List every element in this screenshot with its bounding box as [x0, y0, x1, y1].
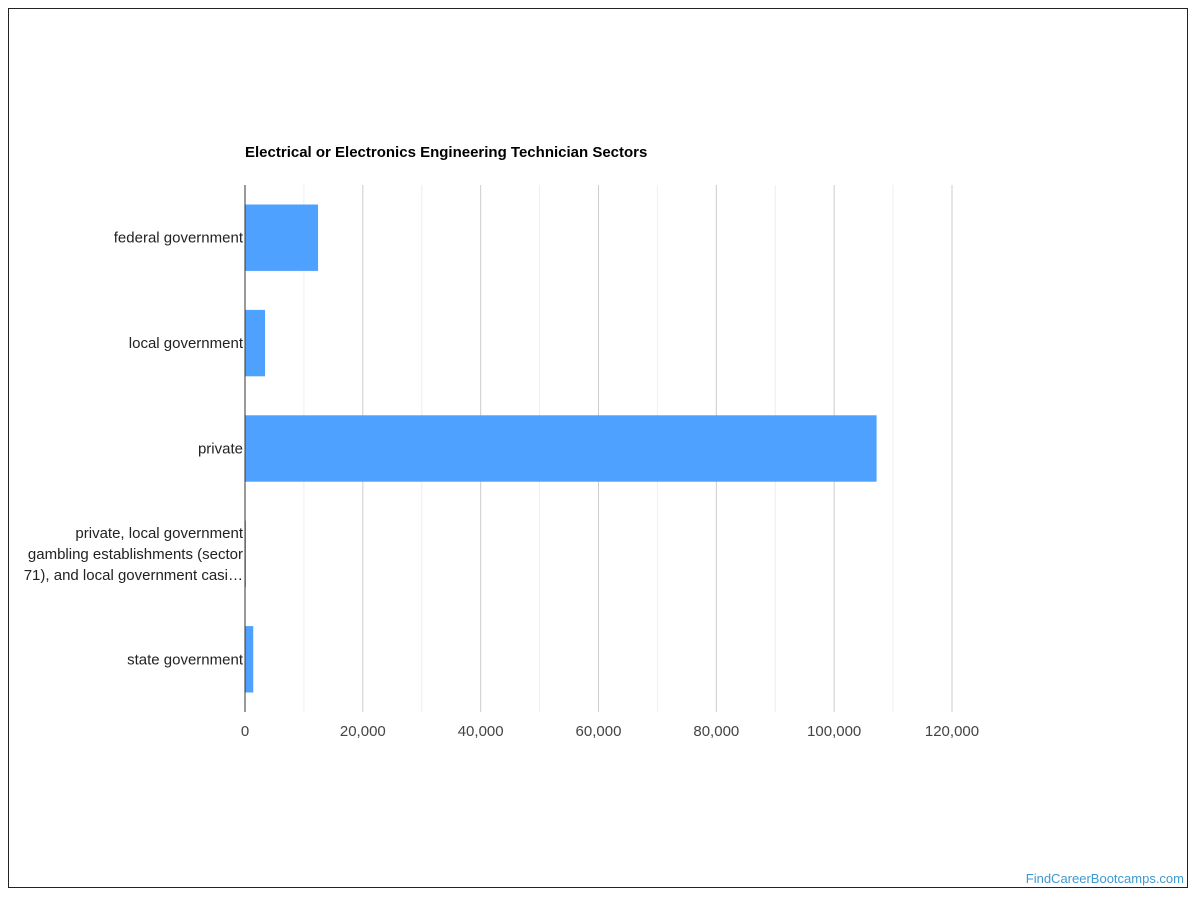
x-tick-label: 0 [241, 723, 249, 740]
category-label: local government [129, 335, 244, 352]
category-label: private [198, 441, 243, 458]
category-label: state government [127, 651, 244, 668]
category-labels: federal government local government privat… [24, 230, 244, 669]
x-tick-label: 120,000 [925, 723, 979, 740]
bars [245, 204, 877, 693]
x-tick-label: 40,000 [458, 723, 504, 740]
bar [245, 626, 254, 693]
x-tick-label: 100,000 [807, 723, 861, 740]
watermark-text: FindCareerBootcamps.com [1025, 871, 1184, 886]
chart-title: Electrical or Electronics Engineering Te… [245, 144, 647, 161]
category-label: private, local government [75, 525, 243, 542]
bar [245, 204, 319, 271]
bar [245, 415, 877, 482]
x-tick-label: 60,000 [576, 723, 622, 740]
category-label: 71), and local government casi… [24, 567, 243, 584]
x-tick-label: 80,000 [693, 723, 739, 740]
bar [245, 309, 266, 377]
category-label: federal government [114, 230, 244, 247]
x-tick-labels: 0 20,000 40,000 60,000 80,000 100,000 120,000 [241, 723, 979, 740]
category-label: gambling establishments (sector [28, 546, 243, 563]
x-tick-label: 20,000 [340, 723, 386, 740]
